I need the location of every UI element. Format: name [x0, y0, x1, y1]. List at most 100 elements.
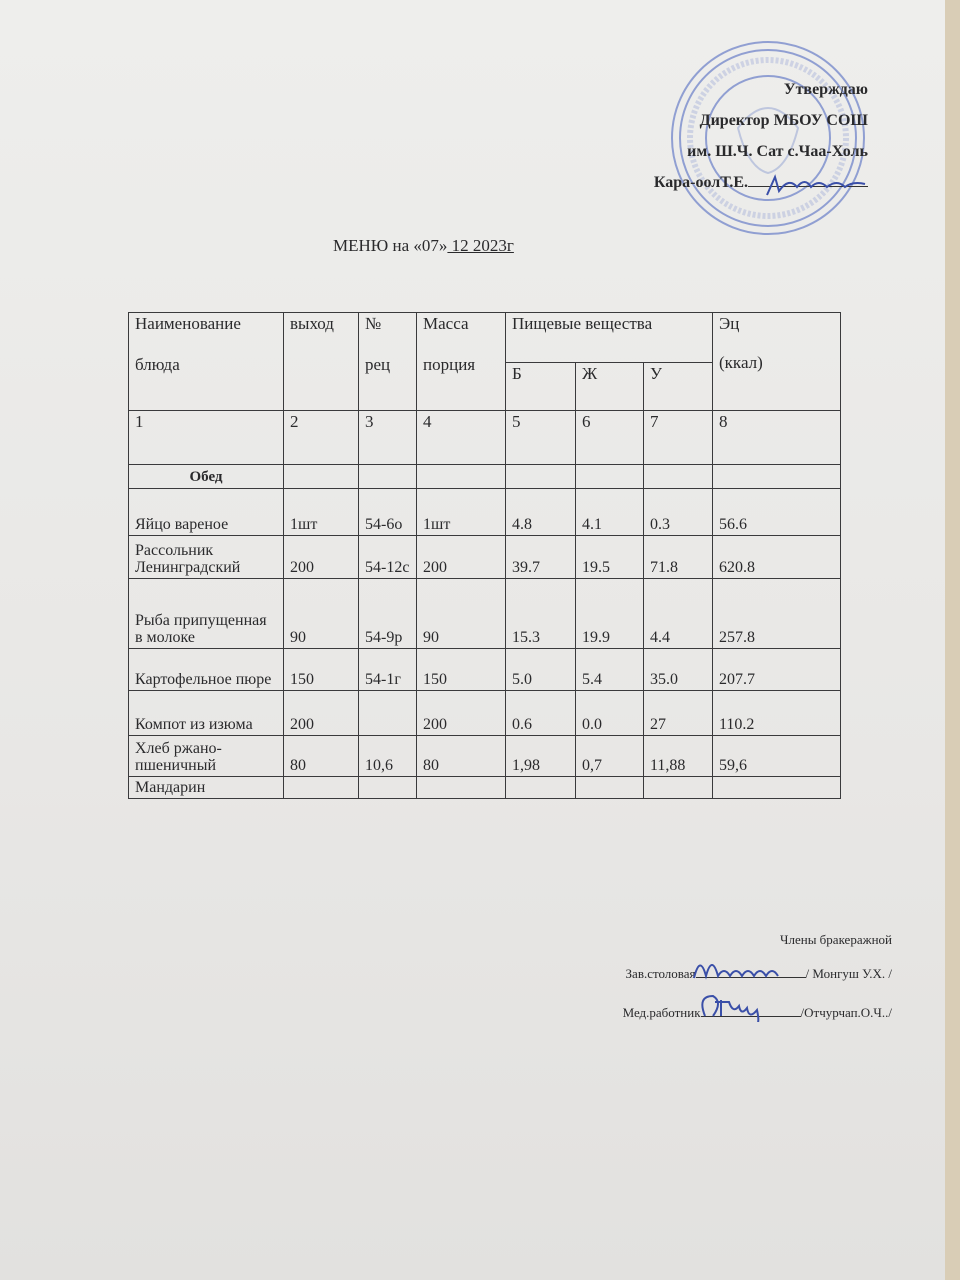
- protein-cell: 5.0: [505, 648, 576, 691]
- canteen-signature: [693, 964, 779, 980]
- table-row: Компот из изюма 200 200 0.6 0.0 27 110.2: [128, 690, 842, 736]
- dish-name: Рассольник Ленинградский: [128, 535, 284, 579]
- table-row: Яйцо вареное 1шт 54-6о 1шт 4.8 4.1 0.3 56.6: [128, 488, 842, 536]
- header-name: Наименование блюда: [128, 312, 284, 411]
- energy-cell: 59,6: [712, 735, 842, 777]
- header-carbs: У: [642, 362, 714, 411]
- output-cell: 1шт: [283, 488, 359, 536]
- col-number: 1: [128, 410, 284, 465]
- energy-cell: 56.6: [712, 488, 842, 536]
- col-number: 4: [416, 410, 506, 465]
- protein-cell: [505, 776, 576, 799]
- fat-cell: 0,7: [575, 735, 644, 777]
- output-cell: 200: [283, 690, 359, 736]
- protein-cell: 0.6: [505, 690, 576, 736]
- output-cell: [283, 776, 359, 799]
- table-row: Картофельное пюре 150 54-1г 150 5.0 5.4 35.0 20…: [128, 648, 842, 691]
- mass-cell: [416, 776, 506, 799]
- menu-title: МЕНЮ на «07» 12 2023г: [333, 236, 514, 256]
- medic-name: /Отчурчап.О.Ч../: [800, 1005, 892, 1020]
- approval-position: Директор МБОУ СОШ: [699, 112, 868, 129]
- approval-line: Утверждаю: [783, 81, 868, 98]
- col-number: 2: [283, 410, 359, 465]
- director-signature: [766, 174, 866, 196]
- dish-name: Компот из изюма: [128, 690, 284, 736]
- section-row: Обед: [128, 464, 842, 489]
- medic-signature: [701, 994, 760, 1022]
- energy-cell: [712, 776, 842, 799]
- menu-date: 12 2023г: [447, 236, 514, 255]
- col-number: 7: [642, 410, 714, 465]
- header-recipe-line2: рец: [365, 355, 391, 374]
- carbs-cell: [642, 776, 714, 799]
- recipe-cell: [358, 776, 417, 799]
- col-number: 6: [575, 410, 644, 465]
- fat-cell: [575, 776, 644, 799]
- mass-cell: 200: [416, 535, 506, 579]
- commission-title: Члены бракеражной: [780, 932, 892, 947]
- recipe-cell: 10,6: [358, 735, 417, 777]
- header-name-line2: блюда: [135, 355, 180, 374]
- recipe-cell: 54-1г: [358, 648, 417, 691]
- header-name-line1: Наименование: [135, 314, 241, 333]
- protein-cell: 39.7: [505, 535, 576, 579]
- recipe-cell: 54-12с: [358, 535, 417, 579]
- energy-cell: 207.7: [712, 648, 842, 691]
- fat-cell: 19.5: [575, 535, 644, 579]
- output-cell: 150: [283, 648, 359, 691]
- recipe-cell: 54-9р: [358, 578, 417, 649]
- table-row: Мандарин: [128, 776, 842, 799]
- approval-school: им. Ш.Ч. Сат с.Чаа-Холь: [687, 143, 868, 160]
- dish-name: Яйцо вареное: [128, 488, 284, 536]
- carbs-cell: 35.0: [642, 648, 714, 691]
- header-energy-line2: (ккал): [719, 353, 763, 372]
- header-energy: Эц (ккал): [712, 312, 842, 411]
- menu-table: Наименование блюда выход № рец Масса порция…: [128, 312, 842, 799]
- header-protein: Б: [505, 362, 576, 411]
- header-mass: Масса порция: [416, 312, 506, 411]
- commission-medic: Мед.работник/Отчурчап.О.Ч../: [623, 1005, 892, 1021]
- output-cell: 200: [283, 535, 359, 579]
- background-edge: [945, 0, 960, 1280]
- energy-cell: 257.8: [712, 578, 842, 649]
- carbs-cell: 11,88: [642, 735, 714, 777]
- mass-cell: 1шт: [416, 488, 506, 536]
- header-mass-line2: порция: [423, 355, 476, 374]
- protein-cell: 4.8: [505, 488, 576, 536]
- signature-line: [748, 168, 868, 187]
- dish-name: Хлеб ржано-пшеничный: [128, 735, 284, 777]
- mass-cell: 90: [416, 578, 506, 649]
- col-number: 8: [712, 410, 842, 465]
- protein-cell: 1,98: [505, 735, 576, 777]
- canteen-name: / Монгуш У.Х. /: [805, 966, 892, 981]
- header-nutrients: Пищевые вещества: [504, 312, 714, 363]
- header-recipe-line1: №: [365, 314, 382, 333]
- output-cell: 90: [283, 578, 359, 649]
- table-row: Хлеб ржано-пшеничный 80 10,6 80 1,98 0,7 11,88…: [128, 735, 842, 777]
- signature-line: [700, 1016, 801, 1017]
- carbs-cell: 27: [642, 690, 714, 736]
- mass-cell: 200: [416, 690, 506, 736]
- header-energy-line1: Эц: [719, 314, 740, 333]
- commission-canteen: Зав.столовая / Монгуш У.Х. /: [626, 966, 892, 982]
- header-mass-line1: Масса: [423, 314, 469, 333]
- col-number: 3: [358, 410, 417, 465]
- protein-cell: 15.3: [505, 578, 576, 649]
- energy-cell: 110.2: [712, 690, 842, 736]
- dish-name: Рыба припущенная в молоке: [128, 578, 284, 649]
- menu-title-prefix: МЕНЮ на «07»: [333, 236, 448, 255]
- fat-cell: 4.1: [575, 488, 644, 536]
- energy-cell: 620.8: [712, 535, 842, 579]
- approval-director: Кара-оолТ.Е.: [654, 167, 868, 198]
- mass-cell: 80: [416, 735, 506, 777]
- dish-name: Картофельное пюре: [128, 648, 284, 691]
- recipe-cell: 54-6о: [358, 488, 417, 536]
- dish-name: Мандарин: [128, 776, 284, 799]
- mass-cell: 150: [416, 648, 506, 691]
- fat-cell: 0.0: [575, 690, 644, 736]
- recipe-cell: [358, 690, 417, 736]
- header-recipe: № рец: [358, 312, 417, 411]
- output-cell: 80: [283, 735, 359, 777]
- table-row: Рассольник Ленинградский 200 54-12с 200 39.7…: [128, 535, 842, 579]
